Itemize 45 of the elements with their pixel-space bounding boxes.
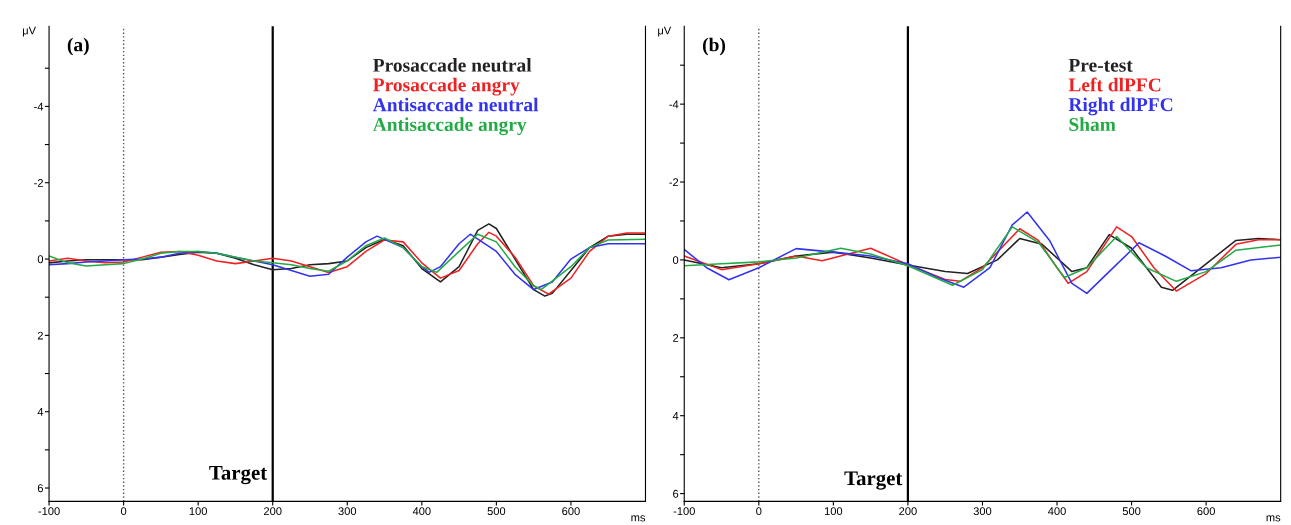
text: Prosaccade angry bbox=[373, 77, 520, 96]
y-tick-label: 0 bbox=[672, 256, 679, 265]
y-tick-label: 4 bbox=[37, 408, 44, 416]
text: Prosaccade neutral bbox=[373, 58, 532, 72]
x-tick-label: 0 bbox=[756, 507, 762, 516]
y-tick-label: 6 bbox=[673, 489, 679, 498]
x-tick-label: 0 bbox=[120, 507, 127, 516]
x-tick-label: 300 bbox=[973, 507, 992, 516]
x-axis-title: ms bbox=[631, 515, 646, 522]
annotation: Target bbox=[209, 465, 268, 485]
y-tick-label: 2 bbox=[37, 331, 43, 340]
x-tick-label: 200 bbox=[899, 507, 917, 516]
text: (b) bbox=[703, 37, 726, 56]
y-tick-label: 2 bbox=[673, 334, 679, 342]
x-tick-label: 100 bbox=[189, 507, 207, 516]
x-tick-label: 400 bbox=[412, 507, 431, 516]
annotation: Target bbox=[844, 471, 903, 490]
text: Left dlPFC bbox=[1068, 77, 1161, 92]
x-tick-label: 500 bbox=[487, 507, 506, 516]
y-tick-label: 4 bbox=[672, 412, 679, 420]
x-tick-label: 600 bbox=[1197, 507, 1215, 516]
x-axis-title: ms bbox=[1266, 515, 1281, 522]
y-tick-label: 6 bbox=[37, 484, 44, 493]
y-tick-label: -2 bbox=[34, 178, 43, 187]
x-tick-label: 300 bbox=[338, 507, 357, 516]
line-series bbox=[684, 211, 1281, 295]
y-axis-title: μV bbox=[22, 26, 36, 37]
x-tick-label: 500 bbox=[1122, 507, 1141, 516]
text: Pre-test bbox=[1068, 58, 1133, 72]
text: (a) bbox=[67, 37, 89, 56]
y-tick-label: -4 bbox=[669, 100, 679, 109]
y-tick-label: -2 bbox=[669, 178, 679, 187]
text: Right dlPFC bbox=[1068, 97, 1173, 116]
y-tick-label: 0 bbox=[37, 255, 44, 264]
x-tick-label: 600 bbox=[562, 507, 580, 516]
text: Sham bbox=[1069, 117, 1116, 132]
x-tick-label: 200 bbox=[264, 507, 282, 516]
y-axis-title: μV bbox=[658, 26, 672, 37]
x-tick-label: -100 bbox=[38, 507, 60, 516]
x-tick-label: 100 bbox=[824, 507, 843, 516]
y-tick-label: -4 bbox=[34, 102, 44, 111]
text: Antisaccade angry bbox=[372, 117, 527, 136]
x-tick-label: 400 bbox=[1048, 507, 1066, 516]
text: Antisaccade neutral bbox=[372, 97, 539, 112]
x-tick-label: -100 bbox=[673, 507, 695, 516]
